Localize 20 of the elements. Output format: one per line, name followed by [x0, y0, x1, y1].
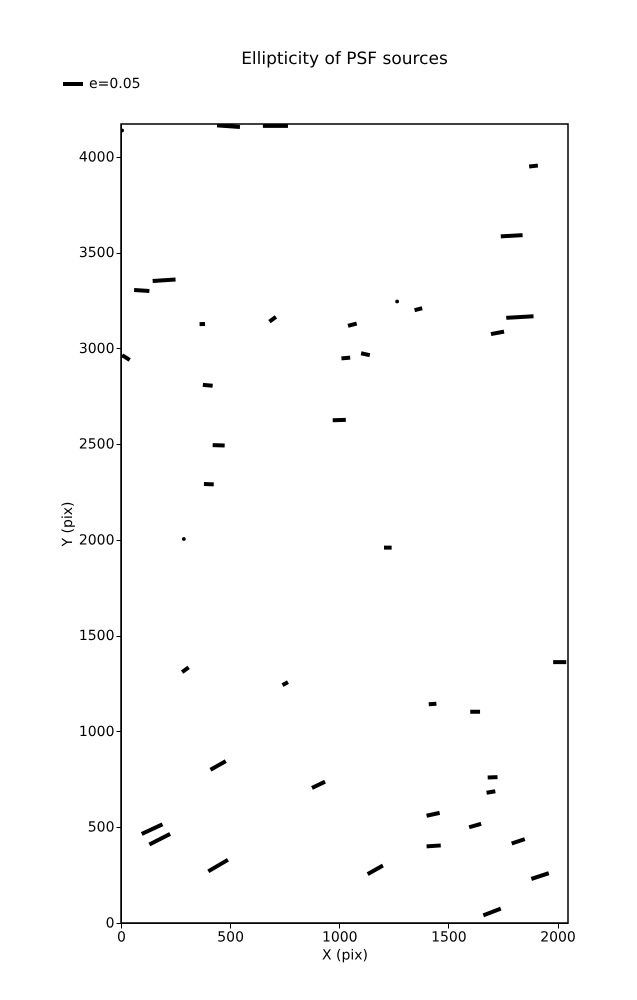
- point: [395, 300, 399, 304]
- x-tick-label: 1500: [431, 930, 467, 946]
- x-axis-title: X (pix): [322, 948, 368, 964]
- y-tick-label: 3500: [78, 245, 114, 262]
- y-tick-label: 3000: [78, 340, 114, 357]
- chart-title: Ellipticity of PSF sources: [241, 49, 448, 69]
- y-tick-label: 2500: [78, 436, 114, 453]
- y-tick-label: 1000: [78, 724, 114, 740]
- x-tick-label: 0: [117, 930, 126, 946]
- x-tick-label: 2000: [540, 930, 576, 946]
- x-tick-label: 500: [217, 930, 244, 946]
- y-tick-label: 0: [106, 916, 114, 932]
- y-tick-label: 2000: [78, 532, 114, 548]
- legend-label: e=0.05: [89, 76, 141, 92]
- y-tick-label: 1500: [78, 628, 114, 644]
- y-tick-label: 500: [88, 820, 114, 836]
- point: [182, 537, 186, 541]
- y-tick-label: 4000: [78, 149, 114, 166]
- x-tick-label: 1000: [322, 930, 358, 946]
- y-axis-title: Y (pix): [60, 502, 76, 548]
